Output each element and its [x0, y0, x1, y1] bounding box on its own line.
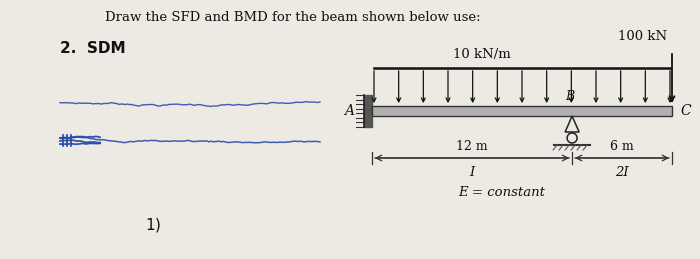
- Text: 2I: 2I: [615, 166, 629, 179]
- Text: 6 m: 6 m: [610, 140, 634, 153]
- Text: Draw the SFD and BMD for the beam shown below use:: Draw the SFD and BMD for the beam shown …: [105, 11, 481, 24]
- Text: B: B: [566, 90, 575, 103]
- Text: 10 kN/m: 10 kN/m: [453, 48, 511, 61]
- Text: $1)$: $1)$: [145, 215, 161, 234]
- Text: 12 m: 12 m: [456, 140, 488, 153]
- Text: E = constant: E = constant: [458, 186, 545, 199]
- Bar: [372, 106, 672, 116]
- Text: C: C: [680, 104, 691, 118]
- Text: A: A: [344, 104, 354, 118]
- Text: I: I: [470, 166, 475, 179]
- Bar: [364, 95, 372, 127]
- Text: 2.  SDM: 2. SDM: [60, 41, 125, 56]
- Text: 100 kN: 100 kN: [618, 30, 667, 43]
